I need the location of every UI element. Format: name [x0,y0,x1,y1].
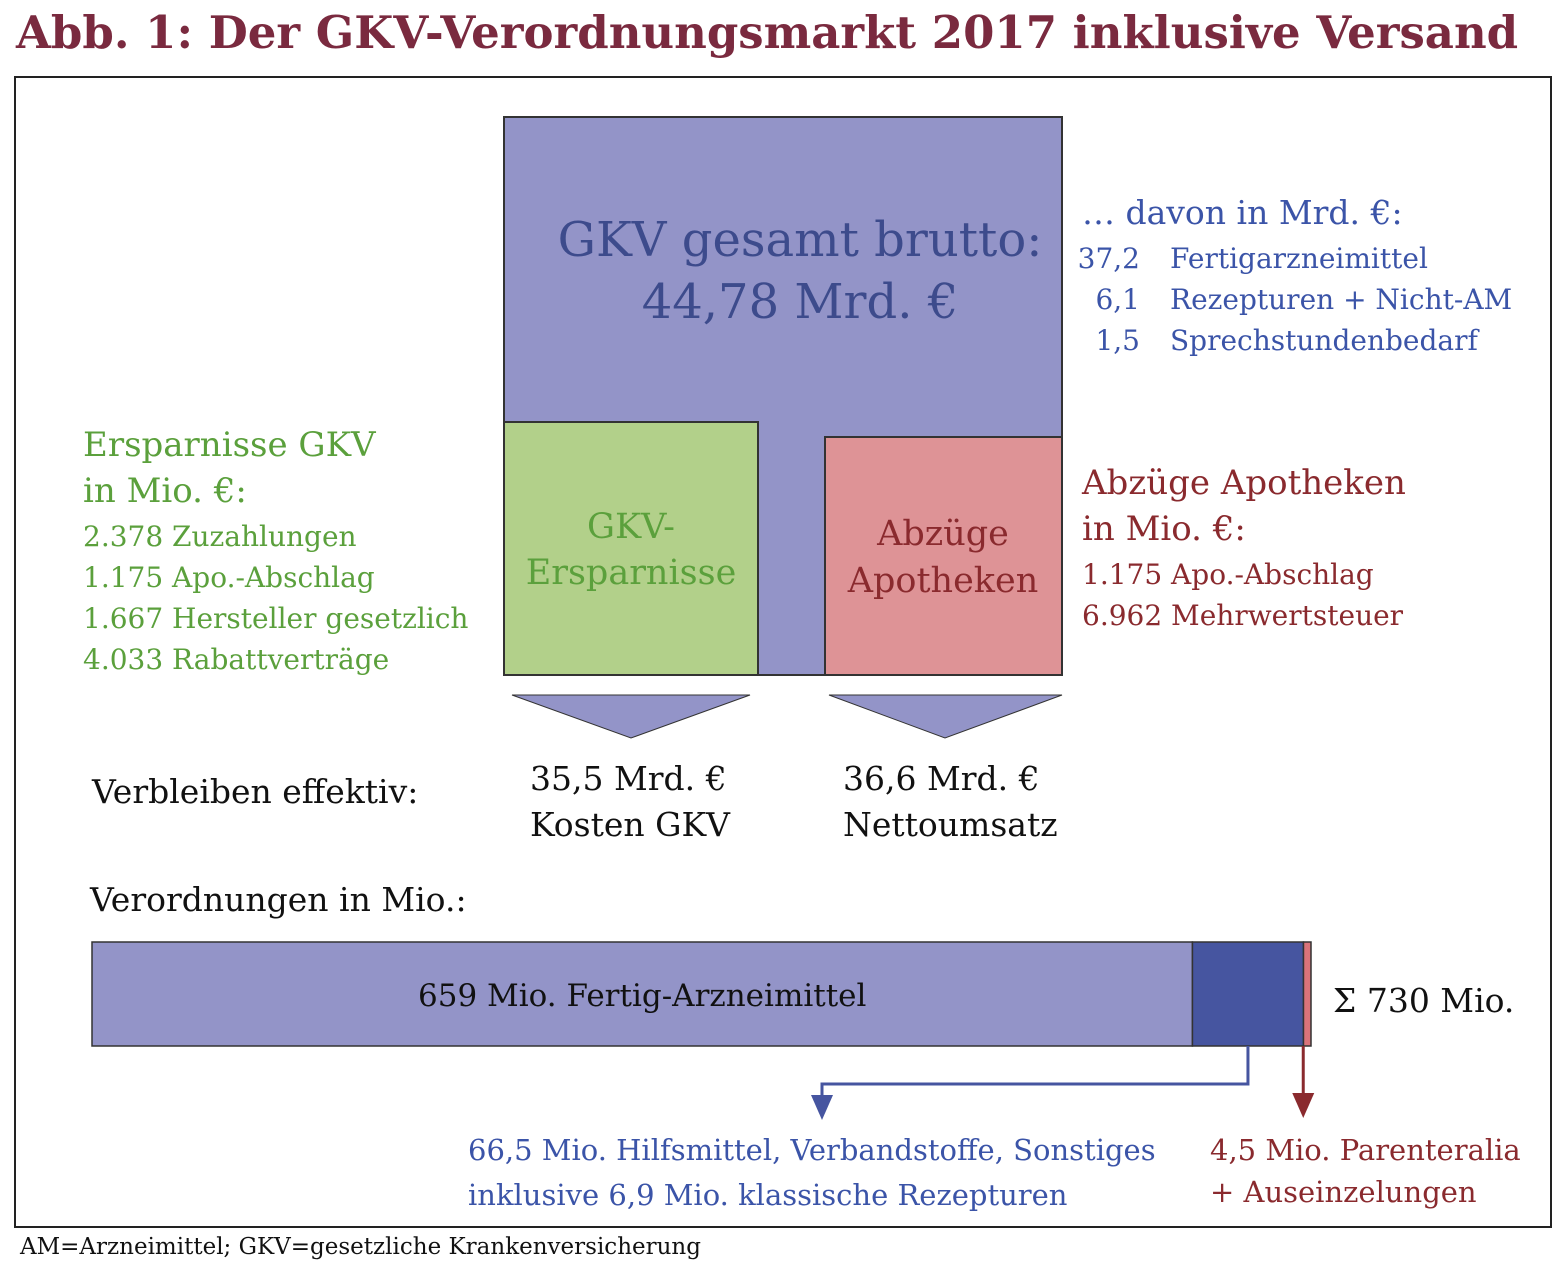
effective-label: Verbleiben effektiv: [91,772,418,811]
aids-connector-line [820,1046,1250,1100]
breakdown-label: Sprechstundenbedarf [1170,324,1480,357]
deductions-heading-unit: in Mio. €: [1082,509,1246,549]
breakdown-value: 6,1 [1095,283,1140,316]
bar-segment-parenteral [1302,941,1312,1047]
bar-main-label: 659 Mio. Fertig-Arzneimittel [418,978,866,1014]
breakdown-value: 1,5 [1095,324,1140,357]
parenteral-note-line2: + Auseinzelungen [1210,1175,1477,1209]
savings-block-label-line1: GKV- [587,507,675,547]
aids-arrowhead [811,1095,833,1120]
aids-note-line1: 66,5 Mio. Hilfsmittel, Verbandstoffe, So… [468,1133,1156,1167]
bar-segment-aids [1191,941,1305,1047]
aids-note-line2: inklusive 6,9 Mio. klassische Rezepturen [468,1178,1067,1212]
net-value: 36,6 Mrd. € [843,759,1040,798]
savings-block-label-line2: Ersparnisse [526,553,737,593]
savings-heading: Ersparnisse GKV [83,425,377,465]
deductions-block-label-line2: Apotheken [847,561,1039,601]
cost-arrow [511,694,751,739]
gross-total-value: 44,78 Mrd. € [642,274,959,330]
figure-title: Abb. 1: Der GKV-Verordnungsmarkt 2017 in… [16,6,1519,59]
prescriptions-bar [91,941,1312,1047]
net-arrow [828,694,1063,739]
savings-block [503,421,759,676]
savings-item: 1.175 Apo.-Abschlag [83,561,375,594]
savings-heading-unit: in Mio. €: [83,471,247,511]
gross-total-label: GKV gesamt brutto: [558,212,1043,268]
breakdown-value: 37,2 [1078,242,1140,275]
parenteral-note-line1: 4,5 Mio. Parenteralia [1210,1133,1521,1167]
deductions-heading: Abzüge Apotheken [1081,463,1406,503]
breakdown-label: Rezepturen + Nicht-AM [1170,283,1512,316]
deductions-block-label-line1: Abzüge [876,514,1009,554]
net-label: Nettoumsatz [843,805,1058,844]
cost-value: 35,5 Mrd. € [530,759,727,798]
deductions-item: 6.962 Mehrwertsteuer [1082,599,1404,632]
savings-item: 2.378 Zuzahlungen [83,520,357,553]
cost-label: Kosten GKV [530,805,731,844]
figure-frame [14,76,1552,1228]
prescriptions-heading: Verordnungen in Mio.: [89,880,467,919]
parenteral-arrowhead [1292,1093,1315,1118]
breakdown-heading: … davon in Mrd. €: [1082,193,1403,232]
footnote: AM=Arzneimittel; GKV=gesetzliche Kranken… [20,1234,701,1260]
deductions-block [824,436,1063,676]
savings-item: 4.033 Rabattverträge [83,643,389,676]
breakdown-label: Fertigarzneimittel [1170,242,1428,275]
deductions-item: 1.175 Apo.-Abschlag [1082,558,1374,591]
bar-segment-finished-drugs [91,941,1194,1047]
savings-item: 1.667 Hersteller gesetzlich [83,602,468,635]
prescriptions-total: Σ 730 Mio. [1333,981,1514,1020]
